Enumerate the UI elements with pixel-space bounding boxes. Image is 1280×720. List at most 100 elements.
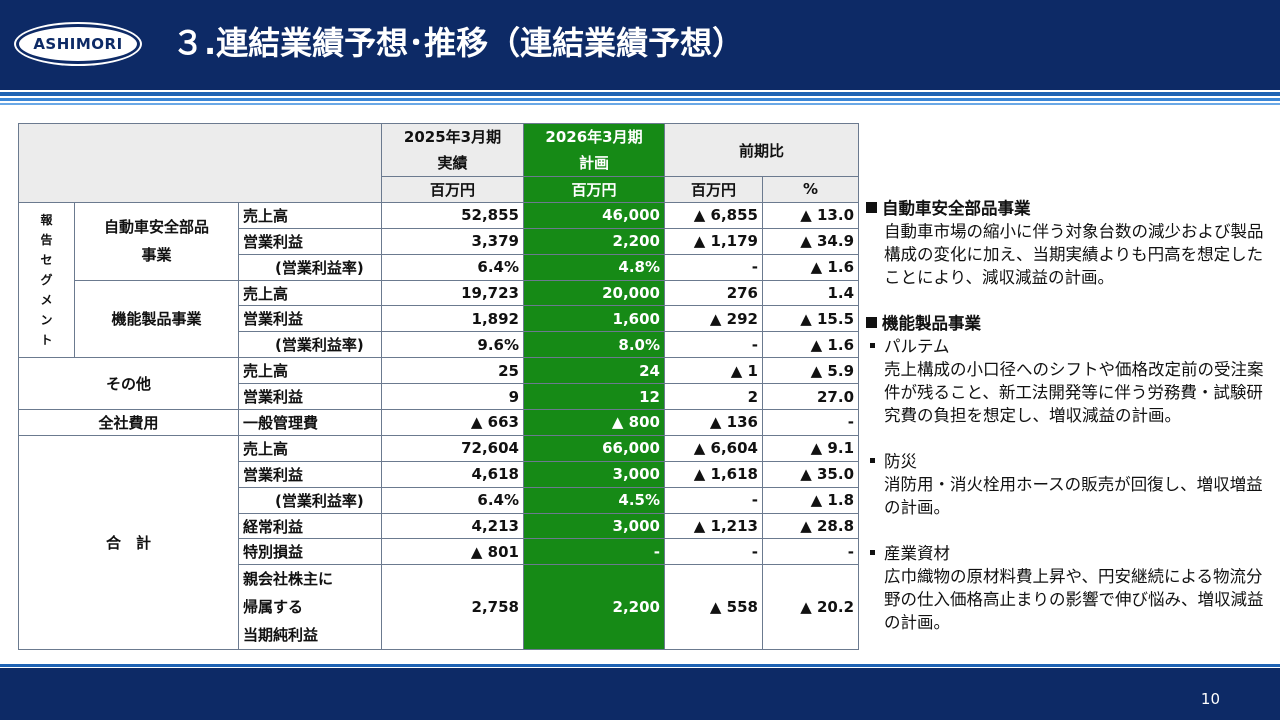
row-item: (営業利益率) xyxy=(238,253,382,281)
sub-heading: 防災 xyxy=(866,450,1266,473)
sub-heading-text: 産業資材 xyxy=(884,544,950,563)
cell-fy2026: 4.5% xyxy=(523,486,665,514)
cell-fy2025: ▲ 663 xyxy=(381,409,524,436)
sub-heading: 産業資材 xyxy=(866,542,1266,565)
header-stripe xyxy=(0,92,1280,96)
segment-label-char: セ xyxy=(40,253,53,268)
cell-fy2026: 12 xyxy=(523,383,665,411)
cell-diff: - xyxy=(664,486,763,514)
cell-fy2025: 25 xyxy=(381,357,524,385)
cell-fy2026: 24 xyxy=(523,357,665,385)
segment-functional-products: 機能製品事業 xyxy=(74,279,239,359)
table-row: 営業利益 3,379 2,200 ▲ 1,179 ▲ 34.9 xyxy=(19,227,860,255)
segment-name-line: 自動車安全部品 xyxy=(103,218,209,237)
row-item: 営業利益 xyxy=(238,383,382,411)
unit-fy2025: 百万円 xyxy=(381,176,524,203)
segment-total: 合 計 xyxy=(18,434,239,651)
consolidated-forecast-table: 2025年3月期 実績 2026年3月期 計画 前期比 百万円 百万円 百万円 … xyxy=(18,123,860,651)
segment-automotive-safety: 自動車安全部品 事業 xyxy=(74,201,239,281)
row-item-line: 帰属する xyxy=(243,598,304,617)
cell-fy2026: 4.8% xyxy=(523,253,665,281)
cell-fy2025: 52,855 xyxy=(381,201,524,229)
cell-pct: - xyxy=(761,538,860,566)
row-item-line: 親会社株主に xyxy=(243,570,334,589)
table-row: その他 売上高 25 24 ▲ 1 ▲ 5.9 xyxy=(18,357,860,411)
header-fy2026-kind: 計画 xyxy=(578,154,609,172)
cell-fy2026: 1,600 xyxy=(523,305,665,333)
cell-fy2026: ▲ 800 xyxy=(523,409,665,436)
company-logo: ASHIMORI xyxy=(16,24,140,64)
header-bar xyxy=(0,0,1280,90)
bullet-icon xyxy=(870,458,875,463)
cell-fy2025: 19,723 xyxy=(381,279,524,307)
cell-diff: - xyxy=(664,253,763,281)
header-fy2025: 2025年3月期 実績 xyxy=(381,123,524,177)
table-row: 営業利益 9 12 2 27.0 xyxy=(19,383,860,411)
cell-pct: 1.4 xyxy=(761,279,860,307)
cell-fy2025: ▲ 801 xyxy=(381,538,524,566)
row-item: 売上高 xyxy=(238,201,382,229)
segment-label-char: 報 xyxy=(40,213,53,228)
row-item: 売上高 xyxy=(238,279,382,307)
cell-fy2025: 1,892 xyxy=(381,305,524,333)
row-item: 営業利益 xyxy=(238,305,382,333)
cell-diff: - xyxy=(664,538,763,566)
row-item-line: 当期純利益 xyxy=(243,626,319,645)
row-item-net-income: 親会社株主に 帰属する 当期純利益 xyxy=(238,564,382,651)
segment-corporate: 全社費用 xyxy=(18,409,239,436)
unit-pct: % xyxy=(761,176,860,203)
cell-diff: ▲ 558 xyxy=(664,564,763,651)
header-fy2025-period: 2025年3月期 xyxy=(403,128,502,146)
cell-fy2026: 8.0% xyxy=(523,331,665,359)
bullet-icon xyxy=(870,550,875,555)
table-row: (営業利益率) 6.4% 4.8% - ▲ 1.6 xyxy=(19,253,860,281)
segment-label-char: ト xyxy=(40,333,53,348)
cell-fy2026: 2,200 xyxy=(523,227,665,255)
table-row: 経常利益 4,213 3,000 ▲ 1,213 ▲ 28.8 xyxy=(19,512,860,540)
row-item: (営業利益率) xyxy=(238,486,382,514)
cell-pct: 27.0 xyxy=(761,383,860,411)
sub-body: 消防用・消火栓用ホースの販売が回復し、増収増益の計画。 xyxy=(884,475,1263,517)
cell-pct: ▲ 1.8 xyxy=(761,486,860,514)
sub-heading-text: 防災 xyxy=(884,452,917,471)
cell-fy2025: 2,758 xyxy=(381,564,524,651)
row-item: 一般管理費 xyxy=(238,409,382,436)
slide-title: ３.連結業績予想･推移（連結業績予想） xyxy=(172,24,745,62)
sub-heading-text: パルテム xyxy=(884,337,950,356)
cell-fy2025: 4,618 xyxy=(381,460,524,488)
cell-diff: - xyxy=(664,331,763,359)
header-yoy: 前期比 xyxy=(663,123,860,177)
section-heading: 自動車安全部品事業 xyxy=(866,197,1266,220)
row-item: (営業利益率) xyxy=(238,331,382,359)
cell-pct: ▲ 9.1 xyxy=(761,434,860,462)
header-stripe xyxy=(0,98,1280,101)
row-item: 営業利益 xyxy=(238,227,382,255)
segment-label-char: グ xyxy=(40,273,53,288)
cell-fy2026: 2,200 xyxy=(523,564,665,651)
table-row: 報 告 セ グ メ ン ト 自動車安全部品 事業 売上高 52,855 46,0… xyxy=(18,201,860,359)
section-body: 自動車市場の縮小に伴う対象台数の減少および製品構成の変化に加え、当期実績よりも円… xyxy=(884,222,1264,287)
cell-fy2026: 3,000 xyxy=(523,460,665,488)
logo-text: ASHIMORI xyxy=(33,35,123,53)
row-item: 売上高 xyxy=(238,357,382,385)
bullet-icon xyxy=(870,343,875,348)
cell-diff: ▲ 6,604 xyxy=(664,434,763,462)
cell-diff: ▲ 1,618 xyxy=(664,460,763,488)
segment-label-char: ン xyxy=(40,313,53,328)
table-row: 親会社株主に 帰属する 当期純利益 2,758 2,200 ▲ 558 ▲ 20… xyxy=(19,564,860,651)
table-row: 機能製品事業 売上高 19,723 20,000 276 1.4 xyxy=(19,279,860,359)
cell-fy2025: 9.6% xyxy=(381,331,524,359)
table-corner-cell xyxy=(18,123,382,203)
section-heading-text: 機能製品事業 xyxy=(882,314,981,333)
cell-pct: ▲ 20.2 xyxy=(761,564,860,651)
row-item: 売上高 xyxy=(238,434,382,462)
table-row: 全社費用 一般管理費 ▲ 663 ▲ 800 ▲ 136 - xyxy=(18,409,860,436)
section-heading-text: 自動車安全部品事業 xyxy=(882,199,1031,218)
sub-body: 売上構成の小口径へのシフトや価格改定前の受注案件が残ること、新工法開発等に伴う労… xyxy=(884,360,1264,425)
cell-diff: ▲ 1 xyxy=(664,357,763,385)
cell-pct: ▲ 15.5 xyxy=(761,305,860,333)
header-fy2026: 2026年3月期 計画 xyxy=(523,123,665,177)
cell-pct: ▲ 5.9 xyxy=(761,357,860,385)
cell-pct: - xyxy=(761,409,860,436)
table-row: (営業利益率) 9.6% 8.0% - ▲ 1.6 xyxy=(19,331,860,359)
